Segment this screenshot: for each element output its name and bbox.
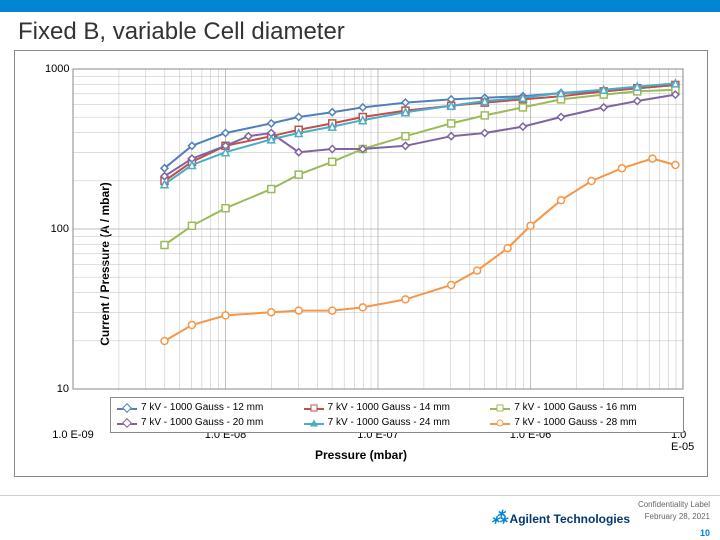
legend-label: 7 kV - 1000 Gauss - 12 mm: [141, 402, 263, 413]
legend-swatch: [304, 418, 324, 428]
legend-item: 7 kV - 1000 Gauss - 14 mm: [304, 402, 491, 413]
legend-label: 7 kV - 1000 Gauss - 16 mm: [514, 402, 636, 413]
footer-date: February 28, 2021: [645, 512, 710, 521]
confidentiality-label: Confidentiality Label: [638, 500, 710, 509]
legend-swatch: [490, 403, 510, 413]
y-tick-label: 100: [45, 223, 69, 235]
legend-swatch: [117, 403, 137, 413]
footer: ⁂Agilent Technologies Confidentiality La…: [0, 495, 720, 540]
legend-swatch: [117, 418, 137, 428]
slide-title: Fixed B, variable Cell diameter: [0, 12, 720, 48]
logo-spark-icon: ⁂: [492, 510, 508, 527]
legend-item: 7 kV - 1000 Gauss - 20 mm: [117, 417, 304, 428]
x-tick-label: 1.0 E-09: [52, 429, 94, 441]
chart-container: Current / Pressure (A / mbar) 101001000 …: [14, 50, 708, 477]
legend-label: 7 kV - 1000 Gauss - 20 mm: [141, 417, 263, 428]
plot-area: [73, 69, 683, 389]
chart-svg: [73, 69, 683, 389]
header-accent-bar: [0, 0, 720, 12]
legend-item: 7 kV - 1000 Gauss - 28 mm: [490, 417, 677, 428]
legend-label: 7 kV - 1000 Gauss - 14 mm: [328, 402, 450, 413]
legend-swatch: [304, 403, 324, 413]
legend-label: 7 kV - 1000 Gauss - 28 mm: [514, 417, 636, 428]
x-axis-label: Pressure (mbar): [315, 448, 407, 462]
legend-item: 7 kV - 1000 Gauss - 24 mm: [304, 417, 491, 428]
legend-swatch: [490, 418, 510, 428]
legend-item: 7 kV - 1000 Gauss - 12 mm: [117, 402, 304, 413]
legend-item: 7 kV - 1000 Gauss - 16 mm: [490, 402, 677, 413]
y-tick-label: 10: [45, 383, 69, 395]
legend-label: 7 kV - 1000 Gauss - 24 mm: [328, 417, 450, 428]
page-number: 10: [700, 528, 710, 538]
y-tick-label: 1000: [45, 63, 69, 75]
brand-logo: ⁂Agilent Technologies: [492, 508, 630, 528]
legend: 7 kV - 1000 Gauss - 12 mm 7 kV - 1000 Gau…: [110, 397, 684, 433]
